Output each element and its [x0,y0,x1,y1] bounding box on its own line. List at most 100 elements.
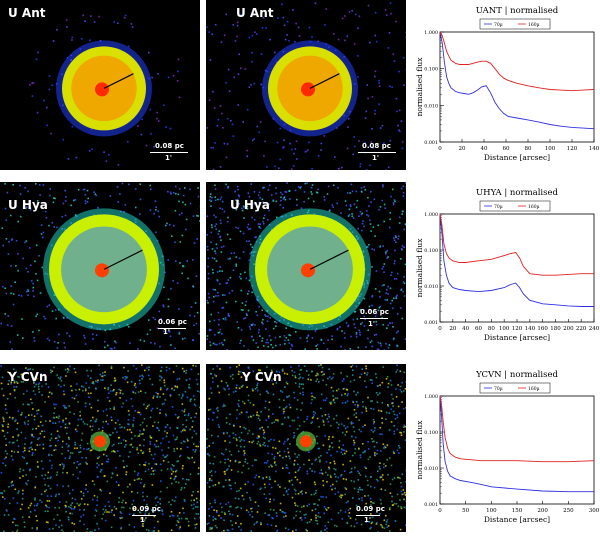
noise-speck [193,504,195,506]
noise-speck [173,75,175,77]
noise-speck [186,219,188,221]
noise-speck [227,529,229,531]
noise-speck [382,186,384,188]
noise-speck [198,373,200,375]
noise-speck [198,333,200,335]
noise-speck [183,411,185,413]
noise-speck [246,240,248,242]
noise-speck [15,265,17,267]
noise-speck [61,453,63,455]
noise-speck [390,409,392,411]
noise-speck [269,335,271,337]
noise-speck [179,214,181,216]
noise-speck [123,439,125,441]
noise-speck [129,444,131,446]
x-tick-label: 250 [563,508,574,514]
noise-speck [337,329,339,331]
noise-speck [297,456,299,458]
noise-speck [339,440,341,442]
noise-speck [98,528,100,530]
noise-speck [39,391,41,393]
noise-speck [145,471,147,473]
noise-speck [333,390,335,392]
noise-speck [197,187,199,189]
noise-speck [371,429,373,431]
noise-speck [405,182,406,184]
noise-speck [156,392,158,394]
noise-speck [396,503,398,505]
noise-speck [122,393,124,395]
noise-speck [247,463,249,465]
noise-speck [33,287,35,289]
noise-speck [300,409,302,411]
noise-speck [270,344,272,346]
noise-speck [111,416,113,418]
noise-speck [362,406,364,408]
noise-speck [249,497,251,499]
noise-speck [157,408,159,410]
noise-speck [163,306,165,308]
noise-speck [354,146,356,148]
noise-speck [142,492,144,494]
noise-speck [88,393,90,395]
noise-speck [391,403,393,405]
noise-speck [148,369,150,371]
noise-speck [313,411,315,413]
noise-speck [217,280,219,282]
noise-speck [267,426,269,428]
noise-speck [239,343,241,345]
noise-speck [365,189,367,191]
noise-speck [4,183,6,185]
noise-speck [318,448,320,450]
noise-speck [228,465,230,467]
noise-speck [129,513,131,515]
noise-speck [308,142,310,144]
noise-speck [157,211,159,213]
noise-speck [393,431,395,433]
noise-speck [388,347,390,349]
scale-pc-label: 0.06 pc [158,318,187,326]
noise-speck [396,429,398,431]
noise-speck [354,204,356,206]
noise-speck [233,437,235,439]
noise-speck [224,143,226,145]
noise-speck [368,459,370,461]
noise-speck [369,528,371,530]
noise-speck [250,84,252,86]
noise-speck [113,514,115,516]
noise-speck [211,224,213,226]
noise-speck [251,336,253,338]
noise-speck [119,455,121,457]
noise-speck [268,409,270,411]
noise-speck [235,301,237,303]
noise-speck [77,401,79,403]
noise-speck [121,512,123,514]
noise-speck [41,493,43,495]
noise-speck [269,501,271,503]
noise-speck [396,371,398,373]
noise-speck [238,194,240,196]
noise-speck [383,447,385,449]
noise-speck [323,421,325,423]
noise-speck [214,107,216,109]
noise-speck [165,413,167,415]
noise-speck [94,529,96,531]
noise-speck [357,28,359,30]
noise-speck [190,474,192,476]
noise-speck [211,33,213,35]
noise-speck [40,292,42,294]
noise-speck [292,497,294,499]
noise-speck [27,294,29,296]
noise-speck [267,391,269,393]
noise-speck [349,192,351,194]
noise-speck [170,427,172,429]
noise-speck [115,394,117,396]
noise-speck [247,481,249,483]
noise-speck [229,293,231,295]
noise-speck [208,454,210,456]
noise-speck [240,523,242,525]
noise-speck [29,84,31,86]
noise-speck [7,324,9,326]
noise-speck [403,372,405,374]
